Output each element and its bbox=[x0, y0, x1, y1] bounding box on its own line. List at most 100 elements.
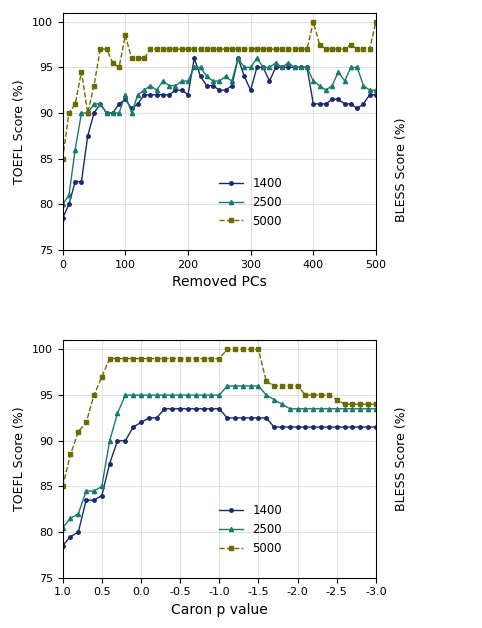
2500 bbox=[154, 391, 160, 399]
2500 bbox=[99, 483, 105, 490]
5000 bbox=[365, 401, 371, 408]
1400 bbox=[170, 405, 175, 413]
2500 bbox=[235, 55, 241, 62]
1400 bbox=[292, 63, 297, 71]
2500 bbox=[295, 405, 301, 413]
2500 bbox=[130, 391, 136, 399]
Text: BLESS Score (%): BLESS Score (%) bbox=[395, 117, 408, 222]
1400 bbox=[138, 419, 144, 426]
X-axis label: Caron p value: Caron p value bbox=[171, 603, 268, 617]
1400 bbox=[358, 423, 363, 431]
1400 bbox=[240, 414, 246, 421]
2500 bbox=[193, 391, 199, 399]
1400 bbox=[177, 405, 183, 413]
1400 bbox=[193, 405, 199, 413]
5000 bbox=[91, 391, 97, 399]
1400 bbox=[91, 496, 97, 504]
5000 bbox=[76, 428, 81, 435]
5000 bbox=[160, 45, 166, 53]
Y-axis label: TOEFL Score (%): TOEFL Score (%) bbox=[13, 407, 27, 511]
Text: BLESS Score (%): BLESS Score (%) bbox=[395, 406, 408, 511]
2500 bbox=[334, 405, 340, 413]
Line: 5000: 5000 bbox=[61, 347, 378, 489]
1400 bbox=[232, 414, 238, 421]
1400 bbox=[76, 528, 81, 536]
2500 bbox=[271, 396, 277, 403]
5000 bbox=[201, 355, 207, 362]
2500 bbox=[279, 401, 285, 408]
1400 bbox=[67, 533, 73, 541]
1400 bbox=[60, 542, 66, 550]
Y-axis label: TOEFL Score (%): TOEFL Score (%) bbox=[13, 79, 27, 183]
1400 bbox=[185, 405, 191, 413]
2500 bbox=[263, 391, 269, 399]
1400 bbox=[318, 423, 324, 431]
5000 bbox=[177, 355, 183, 362]
5000 bbox=[99, 373, 105, 381]
5000 bbox=[373, 401, 379, 408]
2500 bbox=[201, 391, 207, 399]
1400 bbox=[263, 414, 269, 421]
2500 bbox=[273, 59, 279, 67]
5000 bbox=[193, 355, 199, 362]
1400 bbox=[287, 423, 293, 431]
1400 bbox=[255, 414, 261, 421]
5000 bbox=[358, 401, 363, 408]
1400 bbox=[161, 405, 167, 413]
1400 bbox=[115, 437, 120, 445]
1400 bbox=[334, 423, 340, 431]
1400 bbox=[154, 414, 160, 421]
2500 bbox=[240, 382, 246, 390]
Line: 1400: 1400 bbox=[61, 57, 378, 220]
2500 bbox=[358, 405, 363, 413]
1400 bbox=[201, 405, 207, 413]
5000 bbox=[248, 345, 254, 353]
2500 bbox=[255, 382, 261, 390]
5000 bbox=[295, 382, 301, 390]
2500 bbox=[287, 405, 293, 413]
2500 bbox=[129, 109, 134, 117]
1400 bbox=[160, 91, 166, 99]
5000 bbox=[67, 451, 73, 458]
2500 bbox=[303, 405, 308, 413]
1400 bbox=[295, 423, 301, 431]
1400 bbox=[209, 405, 214, 413]
2500 bbox=[367, 87, 373, 94]
5000 bbox=[146, 355, 152, 362]
5000 bbox=[138, 355, 144, 362]
5000 bbox=[310, 18, 316, 26]
5000 bbox=[130, 355, 136, 362]
5000 bbox=[209, 355, 214, 362]
2500 bbox=[224, 382, 230, 390]
5000 bbox=[216, 355, 222, 362]
1400 bbox=[130, 423, 136, 431]
Legend: 1400, 2500, 5000: 1400, 2500, 5000 bbox=[214, 172, 287, 232]
5000 bbox=[154, 355, 160, 362]
5000 bbox=[267, 45, 272, 53]
2500 bbox=[209, 391, 214, 399]
5000 bbox=[83, 419, 89, 426]
1400 bbox=[122, 437, 128, 445]
5000 bbox=[240, 345, 246, 353]
2500 bbox=[177, 391, 183, 399]
5000 bbox=[326, 391, 332, 399]
2500 bbox=[318, 405, 324, 413]
5000 bbox=[373, 18, 379, 26]
2500 bbox=[107, 437, 113, 445]
2500 bbox=[326, 405, 332, 413]
2500 bbox=[60, 524, 66, 531]
2500 bbox=[216, 391, 222, 399]
Line: 1400: 1400 bbox=[61, 407, 378, 548]
Line: 5000: 5000 bbox=[61, 19, 378, 161]
5000 bbox=[342, 401, 348, 408]
1400 bbox=[273, 63, 279, 71]
2500 bbox=[310, 405, 316, 413]
5000 bbox=[232, 345, 238, 353]
5000 bbox=[115, 355, 120, 362]
2500 bbox=[67, 514, 73, 522]
2500 bbox=[365, 405, 371, 413]
5000 bbox=[129, 55, 134, 62]
1400 bbox=[99, 492, 105, 499]
X-axis label: Removed PCs: Removed PCs bbox=[172, 275, 267, 290]
2500 bbox=[160, 77, 166, 85]
